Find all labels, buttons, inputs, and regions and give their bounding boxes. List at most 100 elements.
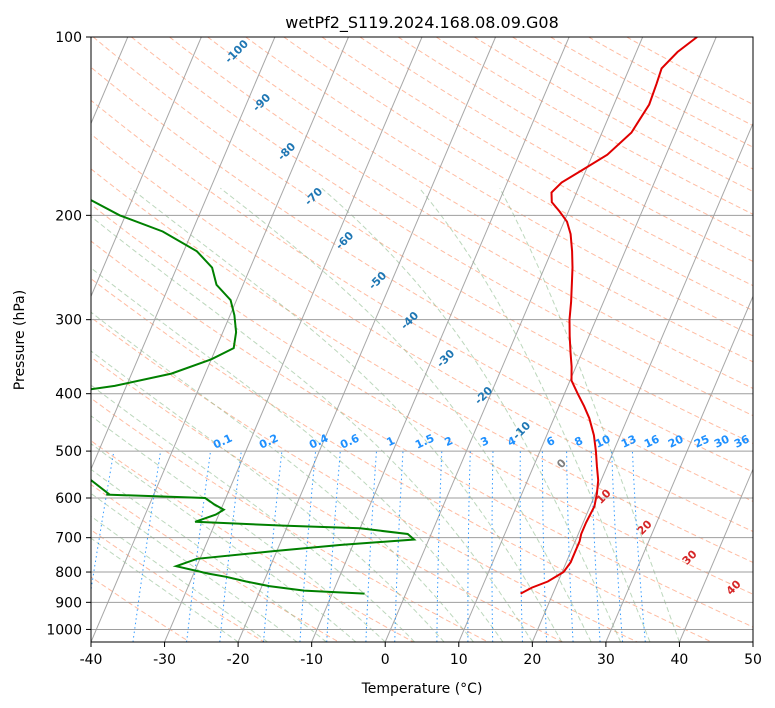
dry-adiabat: [91, 576, 190, 642]
mixing-ratio-label: 30: [712, 432, 732, 450]
mixing-ratio-label: 10: [593, 432, 613, 450]
y-axis-label: Pressure (hPa): [12, 290, 28, 390]
dry-adiabat: [91, 316, 638, 642]
isotherm-label: -100: [222, 37, 251, 66]
x-tick-label: -30: [153, 652, 176, 668]
dry-adiabat: [359, 37, 753, 263]
dry-adiabat: [207, 37, 753, 363]
isotherm-label: 30: [680, 547, 700, 567]
moist-adiabat: [220, 187, 592, 642]
series-layer: [91, 37, 698, 595]
y-tick-label: 700: [55, 531, 82, 547]
y-tick-label: 900: [55, 595, 82, 611]
x-tick-label: 40: [671, 652, 689, 668]
tick-layer: -40 -30 -20 -10 0 10 20 30 40 5010020030040050060…: [46, 30, 762, 668]
dry-adiabat: [91, 66, 753, 473]
isotherm: [311, 37, 570, 642]
isotherm-label: -60: [333, 229, 356, 252]
dry-adiabat: [91, 203, 753, 595]
moist-adiabat: [419, 187, 651, 642]
isotherm: [678, 467, 753, 642]
isotherm-label: 0: [554, 456, 569, 471]
isotherm: [91, 37, 276, 471]
moist-adiabat: [91, 443, 357, 642]
y-tick-label: 500: [55, 444, 82, 460]
moist-adiabat: [91, 537, 239, 642]
mixing-ratio-line: [299, 451, 317, 642]
isotherm: [531, 122, 753, 642]
mixing-ratio-line: [590, 451, 601, 642]
isotherm-label: -50: [366, 269, 389, 292]
dry-adiabat: [91, 240, 753, 628]
isotherm: [384, 37, 644, 642]
mixing-ratio-line: [365, 451, 377, 642]
mixing-ratio-label: 0.6: [338, 431, 361, 451]
dry-adiabat: [91, 529, 265, 642]
x-tick-label: 20: [523, 652, 541, 668]
grid-layer: [91, 37, 753, 642]
y-tick-label: 400: [55, 387, 82, 403]
mixing-ratio-line: [541, 451, 548, 642]
moist-adiabat: [91, 492, 298, 642]
x-tick-label: 50: [744, 652, 762, 668]
isotherm: [91, 37, 202, 298]
dry-adiabat: [91, 397, 489, 642]
mixing-ratio-line: [611, 451, 624, 642]
mixing-ratio-label: 13: [619, 432, 638, 450]
x-tick-label: -40: [80, 652, 103, 668]
mixing-ratio-line: [326, 451, 341, 642]
y-tick-label: 200: [55, 208, 82, 224]
isotherm-label: -30: [434, 347, 457, 370]
dry-adiabat: [91, 440, 414, 642]
mixing-ratio-line: [394, 451, 404, 642]
dry-adiabat: [512, 37, 753, 170]
mixing-ratio-label: 6: [545, 434, 558, 449]
dry-adiabat: [91, 356, 563, 642]
mixing-ratio-line: [263, 451, 283, 642]
dry-adiabat: [169, 37, 753, 389]
dewpoint-profile-line: [91, 199, 417, 595]
isotherm-label: -20: [472, 384, 495, 407]
y-tick-label: 100: [55, 30, 82, 46]
dry-adiabat: [245, 37, 753, 337]
x-axis-label: Temperature (°C): [361, 681, 483, 697]
y-tick-label: 800: [55, 565, 82, 581]
dry-adiabat: [92, 37, 753, 445]
moist-adiabat: [91, 215, 533, 642]
mixing-ratio-line: [91, 451, 115, 593]
mixing-ratio-label: 25: [692, 432, 711, 450]
mixing-ratio-line: [566, 451, 574, 642]
y-tick-label: 600: [55, 491, 82, 507]
x-tick-label: 10: [450, 652, 468, 668]
y-tick-label: 300: [55, 313, 82, 329]
mixing-ratio-line: [491, 451, 494, 642]
dry-adiabat: [91, 278, 713, 642]
isotherm-label: -80: [275, 140, 298, 163]
moist-adiabat: [321, 187, 622, 642]
dry-adiabat: [91, 168, 753, 563]
moist-adiabat: [91, 384, 415, 642]
x-tick-label: -10: [300, 652, 323, 668]
mixing-ratio-label: 8: [573, 434, 585, 449]
mixing-ratio-line: [467, 451, 471, 642]
moist-adiabat: [91, 468, 327, 642]
mixing-ratio-line: [186, 451, 211, 642]
x-tick-label: -20: [227, 652, 250, 668]
mixing-ratio-label: 20: [666, 432, 686, 450]
y-tick-label: 1000: [46, 622, 82, 638]
moist-adiabat: [91, 311, 474, 642]
temperature-profile-line: [520, 37, 698, 595]
isotherm: [91, 37, 349, 642]
mixing-ratio-line: [219, 451, 242, 642]
mixing-ratio-line: [519, 451, 523, 642]
mixing-ratio-line: [436, 451, 443, 642]
isotherm: [164, 37, 423, 642]
mixing-ratio-line: [132, 451, 162, 642]
moist-adiabat: [130, 187, 563, 642]
moist-adiabat: [91, 267, 504, 642]
dry-adiabat: [91, 133, 753, 533]
mixing-ratio-label: 36: [732, 432, 752, 450]
mixing-ratio-label: 2: [443, 434, 455, 449]
